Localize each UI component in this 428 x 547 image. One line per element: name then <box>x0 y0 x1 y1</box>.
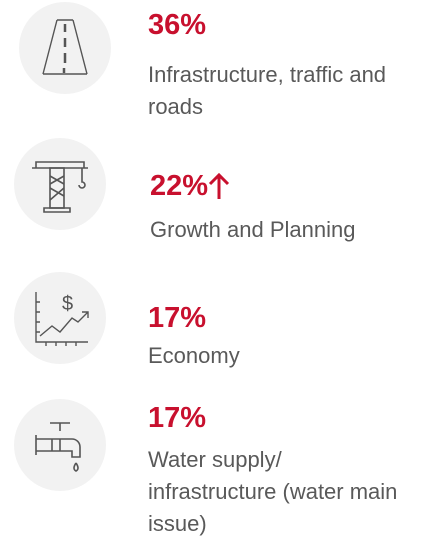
label: Economy <box>148 343 240 368</box>
svg-text:$: $ <box>62 293 73 315</box>
crane-icon <box>14 138 106 230</box>
label: Water supply/ infrastructure (water main… <box>148 447 398 536</box>
percent: 22% <box>150 170 209 202</box>
tap-icon <box>14 399 106 491</box>
label: Growth and Planning <box>150 217 356 242</box>
percent: 17% <box>148 402 207 434</box>
label: Infrastructure, traffic and roads <box>148 62 387 119</box>
up-arrow <box>208 172 230 199</box>
percent: 17% <box>148 302 207 334</box>
economy-icon: $ <box>14 272 106 364</box>
percent: 36% <box>148 9 207 41</box>
road-icon <box>19 2 111 94</box>
